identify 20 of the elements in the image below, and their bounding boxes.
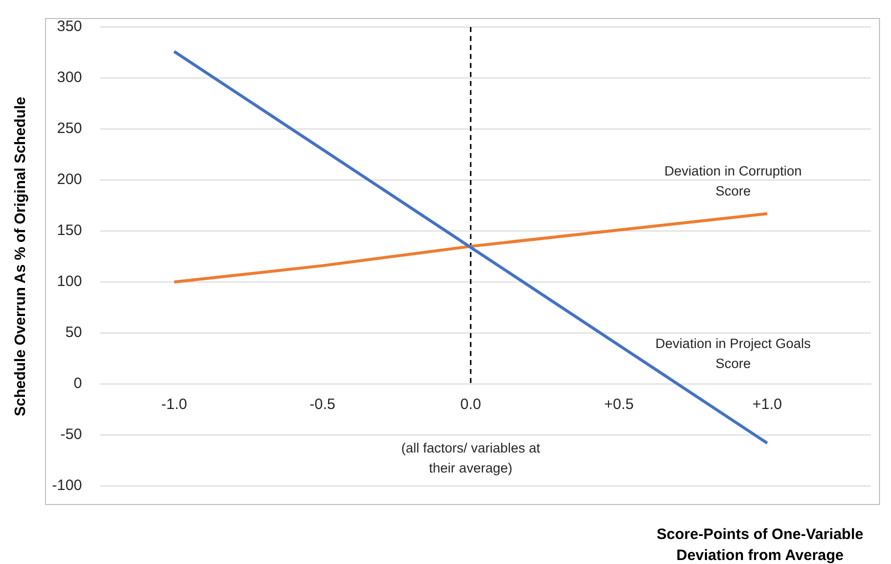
y-tick-label: 250: [56, 120, 82, 138]
y-tick-label: 100: [56, 273, 82, 290]
y-tick-label: 200: [56, 171, 82, 188]
x-tick-label: -0.5: [309, 396, 336, 414]
series-label: Deviation in Project Goals Score: [655, 336, 811, 371]
y-tick-label: -100: [52, 477, 82, 494]
x-tick-label: +0.5: [604, 396, 634, 414]
y-axis-title: Schedule Overrun As % of Original Schedule: [12, 96, 30, 416]
x-tick-label: 0.0: [460, 396, 482, 414]
y-tick-label: 0: [74, 375, 82, 392]
y-tick-label: 150: [56, 222, 82, 240]
x-tick-label: -1.0: [161, 396, 188, 414]
x-tick-label: +1.0: [752, 396, 782, 414]
y-tick-label: -50: [60, 426, 82, 444]
y-tick-label: 350: [56, 18, 82, 36]
y-tick-label: 300: [56, 69, 82, 86]
x-axis-title: Score-Points of One-Variable Deviation from Average: [656, 526, 864, 564]
y-tick-label: 50: [65, 324, 82, 342]
series-label: Deviation in Corruption Score: [664, 164, 802, 199]
annotation: (all factors/ variables at their average): [401, 440, 540, 476]
